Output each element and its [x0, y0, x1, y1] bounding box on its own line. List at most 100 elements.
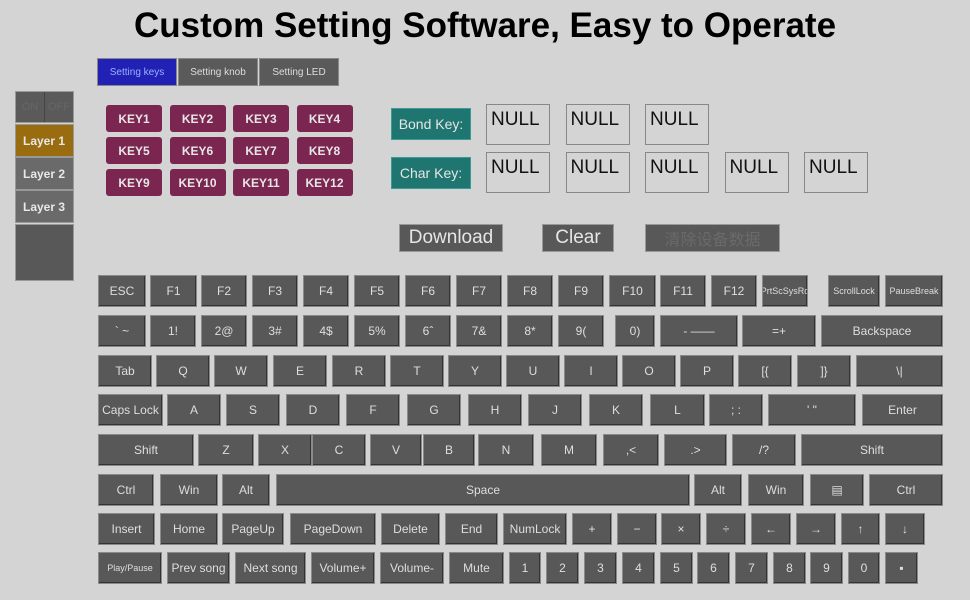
key-c[interactable]: C [312, 434, 366, 466]
key-i[interactable]: I [564, 355, 618, 387]
macro-key-4[interactable]: KEY4 [296, 105, 353, 132]
macro-key-10[interactable]: KEY10 [169, 169, 226, 196]
key-b[interactable]: B [423, 434, 475, 466]
key-n[interactable]: N [478, 434, 534, 466]
key-prtscsysrq[interactable]: PrtScSysRq [762, 275, 808, 307]
key-6[interactable]: 6ˆ [405, 315, 451, 347]
key-shift[interactable]: Shift [801, 434, 943, 466]
key-y[interactable]: Y [448, 355, 502, 387]
key-symbol[interactable]: ' " [768, 394, 856, 426]
macro-key-5[interactable]: KEY5 [106, 137, 162, 164]
key-4[interactable]: 4 [622, 552, 655, 584]
key-1[interactable]: 1 [509, 552, 541, 584]
key-7[interactable]: 7& [456, 315, 502, 347]
key-symbol[interactable]: ,< [603, 434, 659, 466]
key-symbol[interactable]: - —— [660, 315, 738, 347]
layer-2-button[interactable]: Layer 2 [15, 157, 74, 190]
key-delete[interactable]: Delete [381, 513, 440, 545]
char-key-slot[interactable]: NULL [565, 152, 630, 193]
macro-key-6[interactable]: KEY6 [169, 137, 226, 164]
key-alt[interactable]: Alt [222, 474, 270, 506]
download-button[interactable]: Download [399, 224, 503, 252]
key-symbol[interactable]: ÷ [706, 513, 746, 545]
key-symbol[interactable]: ↑ [841, 513, 880, 545]
key-caps-lock[interactable]: Caps Lock [98, 394, 163, 426]
key-o[interactable]: O [622, 355, 676, 387]
key-symbol[interactable]: + [572, 513, 612, 545]
key-symbol[interactable]: \| [856, 355, 943, 387]
clear-button[interactable]: Clear [542, 224, 614, 252]
key-m[interactable]: M [541, 434, 597, 466]
key-end[interactable]: End [445, 513, 498, 545]
key-j[interactable]: J [528, 394, 582, 426]
macro-key-11[interactable]: KEY11 [233, 169, 289, 196]
key-e[interactable]: E [273, 355, 327, 387]
key-k[interactable]: K [589, 394, 643, 426]
key-5[interactable]: 5% [354, 315, 400, 347]
key-2[interactable]: 2@ [201, 315, 247, 347]
key-f9[interactable]: F9 [558, 275, 604, 307]
key-symbol[interactable]: ; : [709, 394, 763, 426]
key-v[interactable]: V [370, 434, 422, 466]
key-g[interactable]: G [407, 394, 461, 426]
key-tab[interactable]: Tab [98, 355, 152, 387]
key-8[interactable]: 8* [507, 315, 553, 347]
key-f5[interactable]: F5 [354, 275, 400, 307]
tab-setting-knob[interactable]: Setting knob [178, 58, 258, 86]
macro-key-8[interactable]: KEY8 [296, 137, 353, 164]
key-f7[interactable]: F7 [456, 275, 502, 307]
key-symbol[interactable]: /? [732, 434, 796, 466]
key-prev-song[interactable]: Prev song [167, 552, 230, 584]
bond-key-slot[interactable]: NULL [486, 104, 550, 145]
char-key-slot[interactable]: NULL [724, 152, 789, 193]
key-volume[interactable]: Volume+ [311, 552, 375, 584]
key-8[interactable]: 8 [773, 552, 806, 584]
key-0[interactable]: 0 [848, 552, 880, 584]
key-a[interactable]: A [167, 394, 221, 426]
macro-key-12[interactable]: KEY12 [296, 169, 353, 196]
key-space[interactable]: Space [276, 474, 690, 506]
key-0[interactable]: 0) [615, 315, 655, 347]
key-x[interactable]: X [258, 434, 312, 466]
on-button[interactable]: ON [16, 92, 45, 122]
macro-key-2[interactable]: KEY2 [169, 105, 226, 132]
key-pageup[interactable]: PageUp [222, 513, 284, 545]
key-9[interactable]: 9( [558, 315, 604, 347]
key-symbol[interactable]: − [617, 513, 657, 545]
key-symbol[interactable]: ← [751, 513, 791, 545]
key-insert[interactable]: Insert [98, 513, 155, 545]
key-volume[interactable]: Volume- [380, 552, 444, 584]
key-f4[interactable]: F4 [303, 275, 349, 307]
key-2[interactable]: 2 [546, 552, 579, 584]
key-esc[interactable]: ESC [98, 275, 146, 307]
key-shift[interactable]: Shift [98, 434, 194, 466]
key-backspace[interactable]: Backspace [821, 315, 943, 347]
key-symbol[interactable]: .> [664, 434, 727, 466]
macro-key-7[interactable]: KEY7 [233, 137, 289, 164]
key-pagedown[interactable]: PageDown [290, 513, 376, 545]
key-q[interactable]: Q [156, 355, 210, 387]
tab-setting-led[interactable]: Setting LED [259, 58, 339, 86]
key-p[interactable]: P [680, 355, 734, 387]
key-6[interactable]: 6 [697, 552, 730, 584]
key-f12[interactable]: F12 [711, 275, 757, 307]
key-symbol[interactable]: ▪ [885, 552, 918, 584]
key-symbol[interactable]: [{ [738, 355, 792, 387]
char-key-slot[interactable]: NULL [645, 152, 709, 193]
key-symbol[interactable]: ` ~ [98, 315, 146, 347]
key-mute[interactable]: Mute [449, 552, 504, 584]
key-play-pause[interactable]: Play/Pause [98, 552, 162, 584]
key-f6[interactable]: F6 [405, 275, 451, 307]
key-5[interactable]: 5 [660, 552, 693, 584]
tab-setting-keys[interactable]: Setting keys [97, 58, 177, 86]
key-1[interactable]: 1! [150, 315, 196, 347]
key-f10[interactable]: F10 [609, 275, 656, 307]
key-scrolllock[interactable]: ScrollLock [828, 275, 880, 307]
char-key-slot[interactable]: NULL [486, 152, 550, 193]
macro-key-1[interactable]: KEY1 [106, 105, 162, 132]
key-numlock[interactable]: NumLock [503, 513, 567, 545]
key-3[interactable]: 3# [252, 315, 298, 347]
bond-key-slot[interactable]: NULL [645, 104, 709, 145]
key-f1[interactable]: F1 [150, 275, 197, 307]
key-f3[interactable]: F3 [252, 275, 298, 307]
